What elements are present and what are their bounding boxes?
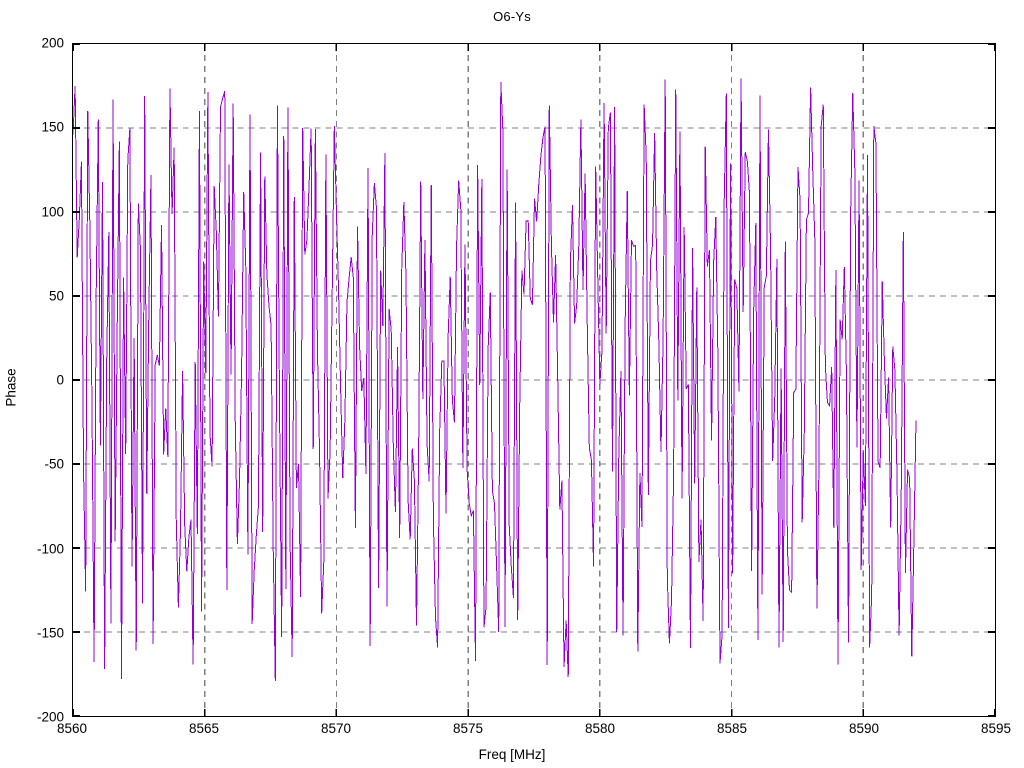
x-tick-label: 8585 [716, 721, 748, 736]
y-tick-label: 100 [41, 203, 64, 219]
y-tick-label: 150 [41, 119, 64, 135]
x-tick-label: 8580 [584, 721, 616, 736]
x-tick-label: 8595 [980, 721, 1012, 736]
x-tick-label: 8570 [320, 721, 352, 736]
y-axis-title: Phase [3, 368, 19, 407]
y-tick-label: 0 [56, 372, 64, 388]
x-axis-title: Freq [MHz] [478, 747, 546, 762]
y-tick-label: -50 [44, 456, 64, 472]
y-tick-label: -100 [36, 540, 64, 556]
y-tick-label: -200 [36, 709, 64, 725]
chart-title: O6-Ys [493, 9, 531, 24]
data-series-phase [73, 78, 917, 681]
y-tick-label: -150 [36, 625, 64, 640]
x-tick-label: 8560 [56, 721, 88, 736]
x-tick-label: 8565 [188, 721, 220, 736]
y-tick-label: 200 [41, 35, 64, 51]
x-tick-label: 8590 [848, 721, 880, 736]
plot-area [72, 43, 996, 717]
x-tick-label: 8575 [452, 721, 484, 736]
tick-marks [73, 44, 995, 716]
y-tick-label: 50 [48, 288, 64, 303]
